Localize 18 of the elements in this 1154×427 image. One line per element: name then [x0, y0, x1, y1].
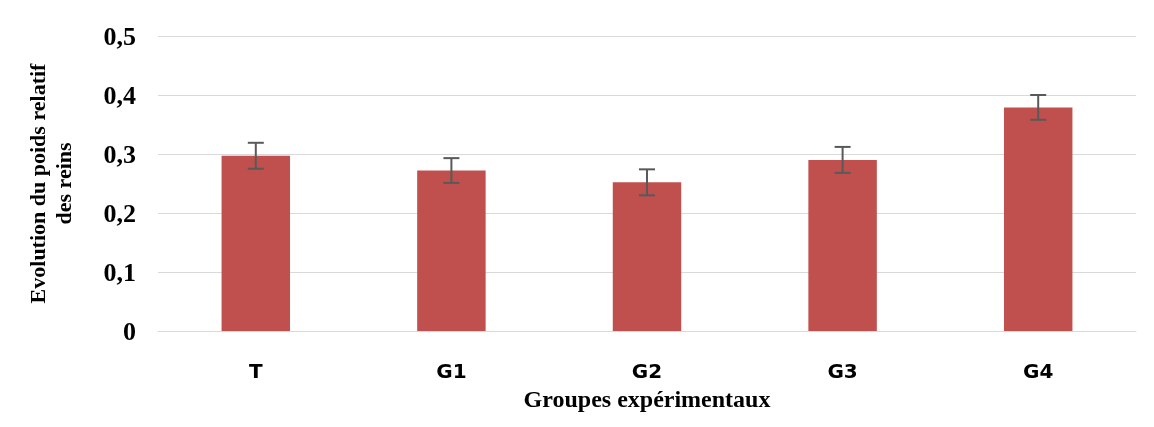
x-axis-title: Groupes expérimentaux: [523, 386, 771, 412]
x-tick-label: G4: [1023, 359, 1054, 383]
bar: [612, 182, 682, 331]
bar: [417, 170, 486, 331]
bar: [808, 159, 877, 331]
x-tick-label: G2: [631, 359, 663, 383]
y-tick-label: 0,3: [103, 139, 136, 169]
x-tick-label: G3: [827, 359, 858, 383]
y-tick-label: 0,2: [103, 198, 136, 228]
y-tick-label: 0,5: [103, 21, 136, 51]
y-axis-title: Evolution du poids relatif des reins: [24, 62, 76, 304]
x-tick-label: T: [248, 359, 263, 383]
y-tick-label: 0,4: [103, 80, 136, 110]
bar: [1003, 107, 1073, 331]
x-tick-label: G1: [436, 359, 467, 383]
bar: [221, 155, 291, 331]
y-tick-label: 0,1: [103, 257, 136, 287]
y-tick-label: 0: [123, 316, 136, 346]
